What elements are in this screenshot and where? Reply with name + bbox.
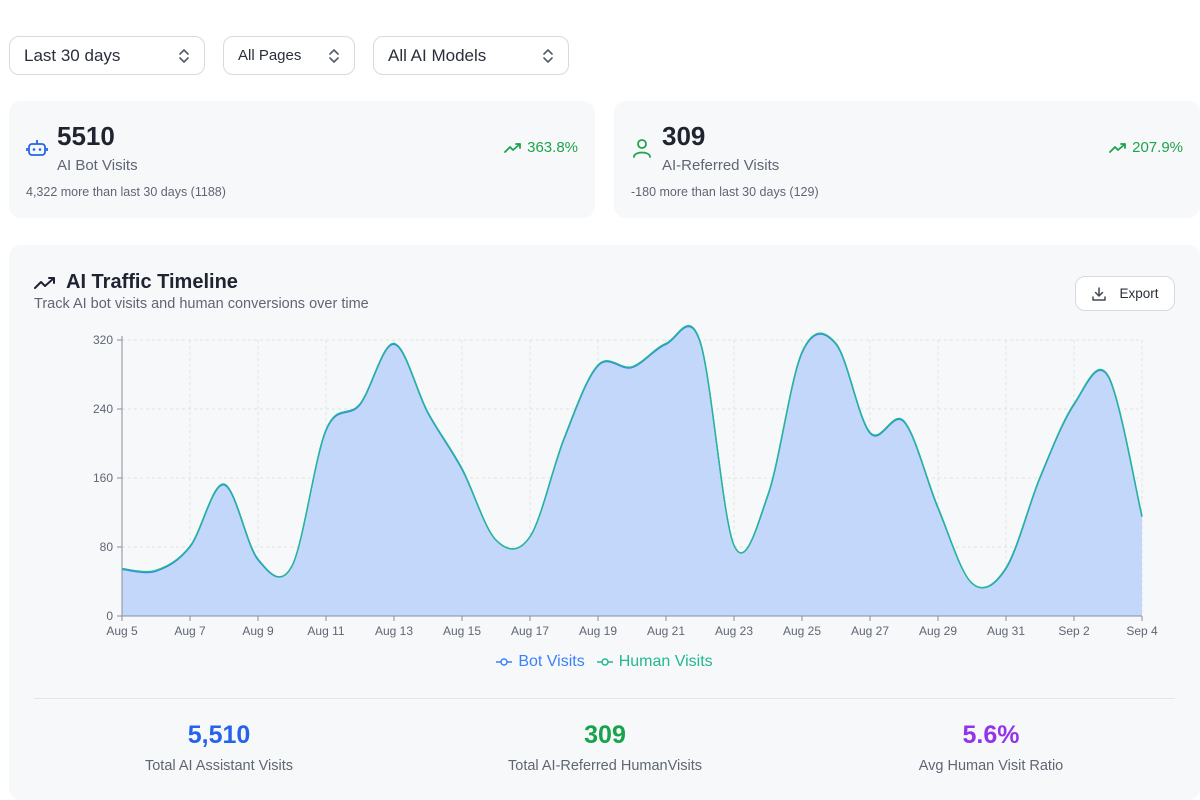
referred-visits-trend-value: 207.9% <box>1132 139 1183 156</box>
filter-bar: Last 30 days All Pages All AI Models <box>9 36 569 75</box>
x-tick-label: Aug 11 <box>307 624 344 638</box>
bot-visits-area <box>122 326 1142 616</box>
x-tick-label: Aug 21 <box>647 624 685 638</box>
pages-select[interactable]: All Pages <box>223 36 355 75</box>
y-tick-label: 160 <box>93 471 113 485</box>
chevron-up-down-icon <box>329 48 339 63</box>
legend-bot-label: Bot Visits <box>518 653 585 670</box>
export-button[interactable]: Export <box>1075 276 1175 311</box>
x-tick-label: Aug 17 <box>511 624 549 638</box>
x-tick-label: Aug 25 <box>783 624 821 638</box>
bot-icon <box>26 140 48 156</box>
chart-title: AI Traffic Timeline <box>34 271 238 294</box>
summary-value: 5,510 <box>187 721 251 749</box>
x-tick-label: Aug 19 <box>579 624 617 638</box>
x-tick-label: Sep 2 <box>1058 624 1090 638</box>
chevron-up-down-icon <box>179 48 189 63</box>
legend-human-label: Human Visits <box>618 653 713 670</box>
summary-total-referred-visits: 309 Total AI-Referred HumanVisits <box>455 721 755 774</box>
human-visits-line <box>121 325 1143 589</box>
x-tick-label: Aug 13 <box>375 624 413 638</box>
traffic-chart: 0 80 160 240 320 Aug 5 Aug 7 Aug 9 Aug 11 Aug 13 A… <box>93 325 1158 638</box>
y-tick-label: 80 <box>100 540 114 554</box>
chart-axes: 0 80 160 240 320 Aug 5 Aug 7 Aug 9 Aug 11 Aug 13 A… <box>93 333 1158 638</box>
ai-models-value: All AI Models <box>388 45 487 65</box>
referred-visits-label: AI-Referred Visits <box>662 157 780 174</box>
referred-visits-value: 309 <box>662 121 706 151</box>
ai-models-select[interactable]: All AI Models <box>373 36 569 75</box>
bot-visits-trend-value: 363.8% <box>527 139 578 156</box>
summary-label: Avg Human Visit Ratio <box>918 758 1064 774</box>
x-tick-label: Aug 27 <box>851 624 889 638</box>
y-tick-label: 320 <box>93 333 113 347</box>
x-tick-label: Sep 4 <box>1126 624 1158 638</box>
summary-value: 309 <box>584 721 626 749</box>
x-tick-label: Aug 23 <box>715 624 753 638</box>
export-label: Export <box>1119 286 1159 301</box>
bot-visits-comparison: 4,322 more than last 30 days (1188) <box>26 185 226 199</box>
x-tick-label: Aug 7 <box>174 624 206 638</box>
chart-legend: Bot Visits Human Visits <box>9 653 1200 671</box>
x-tick-label: Aug 5 <box>106 624 138 638</box>
trend-up-icon <box>1109 142 1127 153</box>
x-tick-label: Aug 29 <box>919 624 957 638</box>
summary-label: Total AI-Referred HumanVisits <box>508 758 702 774</box>
download-icon <box>1092 286 1107 301</box>
summary-value: 5.6% <box>962 721 1020 749</box>
date-range-select[interactable]: Last 30 days <box>9 36 205 75</box>
legend-line-icon <box>596 658 613 666</box>
referred-visits-trend: 207.9% <box>1109 139 1183 156</box>
summary-label: Total AI Assistant Visits <box>144 758 294 774</box>
summary-avg-ratio: 5.6% Avg Human Visit Ratio <box>841 721 1141 774</box>
y-tick-label: 0 <box>106 609 113 623</box>
user-icon <box>633 139 651 158</box>
chart-area <box>121 325 1143 616</box>
bot-visits-card: 5510 AI Bot Visits 4,322 more than last … <box>9 101 595 218</box>
bot-visits-label: AI Bot Visits <box>57 157 138 174</box>
chart-subtitle: Track AI bot visits and human conversion… <box>34 296 369 312</box>
referred-visits-card: 309 AI-Referred Visits -180 more than la… <box>614 101 1200 218</box>
legend-line-icon <box>496 658 513 666</box>
pages-value: All Pages <box>238 47 302 64</box>
legend-human-visits[interactable]: Human Visits <box>596 653 713 671</box>
legend-bot-visits[interactable]: Bot Visits <box>496 653 585 671</box>
bot-visits-value: 5510 <box>57 121 115 151</box>
trend-up-icon <box>34 276 55 289</box>
date-range-value: Last 30 days <box>24 45 121 65</box>
y-tick-label: 240 <box>93 402 113 416</box>
x-tick-label: Aug 9 <box>242 624 274 638</box>
summary-total-assistant-visits: 5,510 Total AI Assistant Visits <box>69 721 369 774</box>
bot-visits-trend: 363.8% <box>504 139 578 156</box>
x-tick-label: Aug 31 <box>987 624 1025 638</box>
x-tick-label: Aug 15 <box>443 624 481 638</box>
chevron-up-down-icon <box>543 48 553 63</box>
traffic-timeline-card: AI Traffic Timeline Track AI bot visits … <box>9 245 1200 800</box>
divider <box>34 698 1175 699</box>
referred-visits-comparison: -180 more than last 30 days (129) <box>631 185 819 199</box>
trend-up-icon <box>504 142 522 153</box>
chart-title-text: AI Traffic Timeline <box>66 271 238 293</box>
